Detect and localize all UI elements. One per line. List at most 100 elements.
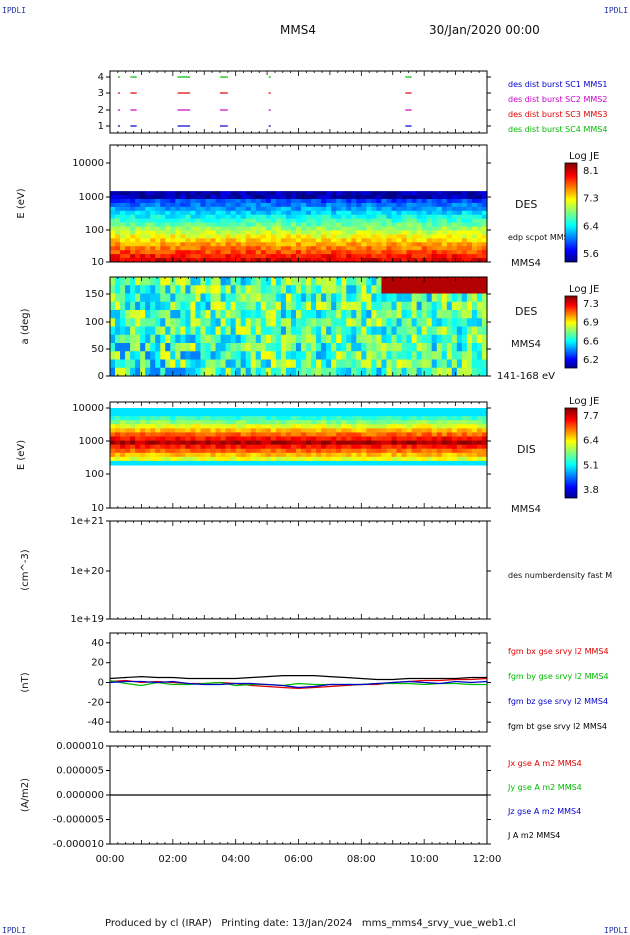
des-spectrogram-cell xyxy=(250,226,257,231)
des-spectrogram-cell xyxy=(200,246,207,251)
des-spectrogram-cell xyxy=(120,238,126,243)
des-spectrogram-cell xyxy=(396,230,403,235)
pitch-angle-cell xyxy=(200,293,207,303)
des-spectrogram-cell xyxy=(481,198,488,204)
dis-spectrogram-cell xyxy=(180,448,186,454)
pitch-angle-cell xyxy=(326,343,332,352)
pitch-angle-cell xyxy=(361,310,367,319)
des-spectrogram-cell xyxy=(376,198,383,204)
dis-spectrogram-cell xyxy=(165,416,171,421)
des-spectrogram-cell xyxy=(115,202,121,208)
des-spectrogram-cell xyxy=(225,202,232,208)
pitch-angle-cell xyxy=(150,293,156,303)
pitch-angle-cell xyxy=(255,293,262,303)
des-spectrogram-cell xyxy=(321,258,327,263)
des-spectrogram-cell xyxy=(140,222,146,228)
des-spectrogram-cell xyxy=(326,250,332,255)
pitch-angle-cell xyxy=(165,318,171,327)
des-spectrogram-cell xyxy=(120,202,126,208)
des-spectrogram-cell xyxy=(306,206,312,212)
dis-spectrogram-cell xyxy=(140,440,146,446)
pitch-angle-cell xyxy=(326,351,332,360)
des-spectrogram-cell xyxy=(140,206,146,212)
dis-spectrogram-cell xyxy=(205,412,212,417)
des-spectrogram-cell xyxy=(115,206,121,212)
des-spectrogram-cell xyxy=(476,198,483,204)
pitch-angle-cell xyxy=(311,359,317,369)
pitch-angle-cell xyxy=(215,277,222,286)
current-legend-2: Jy gse A m2 MMS4 xyxy=(507,783,582,792)
pitch-angle-cell xyxy=(336,285,342,294)
dis-spectrogram-cell xyxy=(200,424,207,429)
pitch-angle-cell xyxy=(461,293,468,303)
dis-spectrogram-cell xyxy=(481,456,488,462)
des-spectrogram-cell xyxy=(406,234,413,239)
dis-spectrogram-cell xyxy=(371,428,378,433)
pitch-angle-cell xyxy=(230,293,237,303)
des-spectrogram-cell xyxy=(170,226,176,231)
pitch-angle-cell xyxy=(285,285,292,294)
des-spectrogram-cell xyxy=(466,250,473,255)
dis-spectrogram-cell xyxy=(416,436,423,442)
des-spectrogram-cell xyxy=(356,254,362,259)
des-spectrogram-cell xyxy=(416,226,423,231)
dis-spectrogram-cell xyxy=(456,440,463,446)
pitch-angle-cell xyxy=(451,277,458,286)
des-spectrogram-cell xyxy=(346,258,352,263)
des-spectrogram-cell xyxy=(426,226,433,231)
pitch-angle-cell xyxy=(205,318,212,327)
dis-spectrogram-cell xyxy=(361,460,367,466)
dis-spectrogram-cell xyxy=(280,436,287,442)
dis-spectrogram-cell xyxy=(125,412,131,417)
dis-spectrogram-cell xyxy=(145,416,151,421)
des-spectrogram-cell xyxy=(391,214,398,220)
pitch-angle-cell xyxy=(351,351,357,360)
des-spectrogram-cell xyxy=(215,202,222,208)
des-spectrogram-cell xyxy=(245,218,252,224)
des-spectrogram-cell xyxy=(270,226,277,231)
des-spectrogram-cell xyxy=(451,218,458,224)
dis-spectrogram-cell xyxy=(376,420,383,425)
des-spectrogram-cell xyxy=(140,246,146,251)
pitch-angle-cell xyxy=(346,359,352,369)
pitch-angle-cell xyxy=(356,343,362,352)
des-spectrogram-cell xyxy=(235,246,242,251)
pitch-angle-y-tick-label: 50 xyxy=(91,344,104,355)
dis-spectrogram-cell xyxy=(165,424,171,429)
des-spectrogram-cell xyxy=(140,250,146,255)
pitch-angle-cell xyxy=(205,285,212,294)
pitch-angle-cell xyxy=(155,367,161,377)
dis-spectrogram-cell xyxy=(356,440,362,446)
pitch-angle-cell xyxy=(190,367,197,377)
pitch-angle-cell xyxy=(466,343,473,352)
dis-spectrogram-cell xyxy=(160,432,166,437)
dis-spectrogram-cell xyxy=(316,448,322,454)
des-spectrogram-cell xyxy=(341,226,347,231)
des-spectrogram-cell xyxy=(280,242,287,247)
des-spectrogram-cell xyxy=(311,254,317,259)
des-spectrogram-cell xyxy=(361,214,367,220)
dis-spectrogram-cell xyxy=(200,428,207,433)
dis-spectrogram-cell xyxy=(195,444,202,450)
des-spectrogram-cell xyxy=(240,254,247,259)
des-spectrogram-cell xyxy=(376,238,383,243)
pitch-angle-cell xyxy=(255,301,262,311)
dis-spectrogram-cell xyxy=(451,436,458,442)
des-spectrogram-cell xyxy=(316,195,322,200)
pitch-angle-cell xyxy=(476,367,483,377)
des-spectrogram-cell xyxy=(461,198,468,204)
des-spectrogram-cell xyxy=(461,202,468,208)
dis-spectrogram-cell xyxy=(416,408,423,413)
des-spectrogram-cell xyxy=(145,222,151,228)
pitch-angle-cell xyxy=(205,367,212,377)
des-spectrogram-cell xyxy=(426,210,433,216)
pitch-angle-cell xyxy=(476,310,483,319)
dis-spectrogram-cell xyxy=(386,412,393,417)
des-spectrogram-cell xyxy=(336,195,342,200)
dis-spectrogram-cell xyxy=(321,432,327,437)
des-spectrogram-cell xyxy=(386,191,393,196)
dis-spectrogram-cell xyxy=(381,428,388,433)
des-spectrogram-cell xyxy=(225,238,232,243)
dis-spectrogram-cell xyxy=(115,432,121,437)
dis-spectrogram-cell xyxy=(250,440,257,446)
